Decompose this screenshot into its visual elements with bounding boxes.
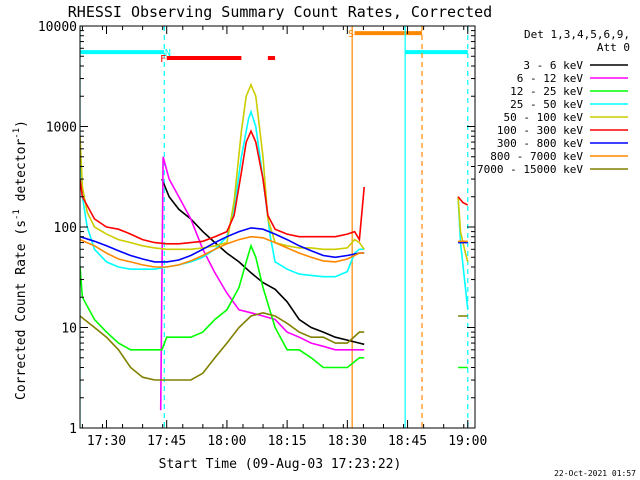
- series-line-7: [80, 235, 468, 268]
- x-tick-label-18:15: 18:15: [268, 434, 307, 449]
- series-line-3: [80, 109, 469, 310]
- legend-label-2: 12 - 25 keV: [510, 85, 583, 98]
- chart-title: RHESSI Observing Summary Count Rates, Co…: [68, 3, 492, 21]
- series-line-4: [80, 82, 469, 263]
- x-tick-label-17:30: 17:30: [87, 434, 126, 449]
- y-tick-label-100: 100: [54, 221, 77, 236]
- legend-label-1: 6 - 12 keV: [517, 72, 584, 85]
- legend-label-0: 3 - 6 keV: [523, 59, 583, 72]
- y-axis-label: Corrected Count Rate (s-1 detector-1): [12, 120, 29, 400]
- flag-label-F: F: [160, 54, 166, 65]
- series-line-5: [80, 129, 469, 245]
- legend-header-line1: Det 1,3,4,5,6,9,: [524, 28, 630, 41]
- y-tick-label-1: 1: [69, 422, 77, 437]
- legend-label-4: 50 - 100 keV: [504, 111, 584, 124]
- x-tick-label-18:00: 18:00: [207, 434, 246, 449]
- flag-label-N: N: [165, 48, 171, 59]
- legend-label-6: 300 - 800 keV: [497, 137, 583, 150]
- legend-label-5: 100 - 300 keV: [497, 124, 583, 137]
- x-tick-label-18:30: 18:30: [328, 434, 367, 449]
- footer-timestamp: 22-Oct-2021 01:57: [554, 469, 636, 478]
- x-axis-label: Start Time (09-Aug-03 17:23:22): [159, 457, 402, 472]
- series-line-2: [80, 243, 468, 369]
- legend-label-7: 800 - 7000 keV: [490, 150, 583, 163]
- series-line-8: [80, 311, 468, 381]
- x-tick-label-17:45: 17:45: [147, 434, 186, 449]
- x-tick-label-18:45: 18:45: [388, 434, 427, 449]
- plot-frame: [79, 25, 476, 429]
- y-tick-label-10000: 10000: [38, 20, 77, 35]
- y-tick-label-10: 10: [61, 322, 77, 337]
- y-tick-label-1000: 1000: [46, 121, 77, 136]
- legend-label-8: 7000 - 15000 keV: [477, 163, 583, 176]
- x-tick-label-19:00: 19:00: [448, 434, 487, 449]
- legend-label-3: 25 - 50 keV: [510, 98, 583, 111]
- series-line-6: [80, 227, 468, 263]
- flag-label-S: S: [348, 29, 354, 40]
- plot-area: [80, 26, 469, 428]
- legend-header-line2: Att 0: [597, 41, 630, 54]
